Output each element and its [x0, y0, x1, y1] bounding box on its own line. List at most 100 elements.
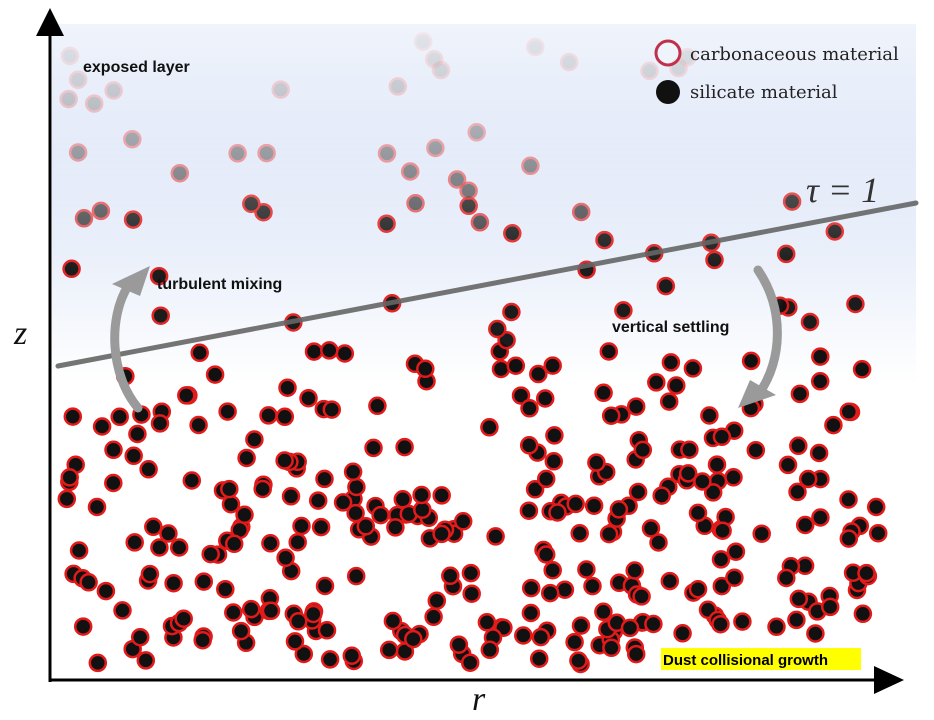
- dust-particle: [733, 612, 752, 631]
- dust-particle: [424, 607, 443, 627]
- axes: [36, 8, 904, 694]
- dust-particle: [320, 341, 339, 360]
- turbulent-mixing-arrow: [110, 266, 150, 413]
- dust-particle: [449, 635, 469, 654]
- dust-particle: [703, 483, 723, 502]
- dust-particle: [477, 613, 497, 632]
- dust-particle: [386, 518, 405, 537]
- dust-particle: [169, 538, 189, 557]
- dust-particle: [725, 568, 744, 587]
- dust-particle: [486, 527, 505, 546]
- dust-particle: [839, 402, 859, 421]
- dust-particle: [343, 462, 363, 482]
- dust-particle: [190, 343, 209, 363]
- legend-carbonaceous-label: carbonaceous material: [690, 44, 899, 65]
- dust-particle: [601, 406, 621, 425]
- dust-particle: [711, 614, 730, 634]
- dust-particle: [713, 521, 732, 540]
- dust-particle: [798, 469, 818, 489]
- dust-particle: [261, 601, 281, 621]
- dust-particle: [529, 364, 548, 384]
- dust-particle: [193, 630, 212, 650]
- dust-particle: [69, 541, 89, 560]
- legend-silicate-marker: [656, 80, 680, 104]
- dust-particle: [752, 524, 771, 543]
- dust-particle: [164, 573, 183, 593]
- dust-particle: [519, 501, 539, 520]
- dust-particle: [96, 581, 116, 601]
- dust-particle: [317, 621, 337, 640]
- dust-particle: [565, 632, 584, 652]
- dust-particle: [788, 482, 807, 502]
- dust-particle: [811, 347, 830, 366]
- dust-particle: [746, 440, 766, 460]
- dust-particle: [356, 517, 376, 536]
- dust-particle: [275, 407, 295, 427]
- dust-particle: [545, 426, 564, 445]
- dust-particle: [543, 560, 562, 580]
- dust-particle: [294, 644, 314, 664]
- dust-particle: [626, 397, 646, 416]
- dust-particle: [726, 542, 746, 561]
- dust-particle: [63, 407, 83, 426]
- dust-particle: [480, 640, 500, 660]
- dust-particle: [868, 523, 888, 543]
- dust-particle: [577, 560, 596, 579]
- dust-particle: [491, 359, 511, 379]
- dust-particle: [569, 651, 588, 670]
- dust-particle: [548, 503, 567, 522]
- dust-particle: [711, 550, 731, 569]
- dust-particle: [57, 489, 77, 509]
- dust-particle: [159, 524, 178, 543]
- dust-particle: [555, 580, 575, 599]
- dust-particle: [661, 353, 681, 372]
- dust-particle: [693, 472, 712, 491]
- dust-particle: [177, 386, 196, 405]
- z-axis-arrowhead: [36, 8, 64, 36]
- dust-particle: [128, 424, 147, 444]
- dust-particle: [678, 464, 698, 483]
- growth-label: Dust collisional growth: [663, 652, 828, 669]
- exposed-layer-label: exposed layer: [83, 59, 190, 76]
- dust-particle: [583, 576, 602, 596]
- dust-particle: [599, 524, 619, 544]
- dust-particle: [790, 384, 810, 404]
- dust-particle: [857, 563, 876, 583]
- dust-particle: [712, 576, 732, 596]
- dust-particle: [535, 389, 555, 408]
- dust-particle: [609, 500, 629, 519]
- dust-particle: [174, 609, 193, 628]
- dust-particle: [104, 440, 123, 460]
- dust-particle: [320, 650, 340, 669]
- z-axis-label: z: [13, 315, 27, 352]
- dust-particle: [777, 568, 796, 588]
- dust-particle: [789, 589, 809, 609]
- dust-particle: [767, 617, 786, 637]
- dust-particle: [144, 517, 163, 537]
- dust-particle: [789, 436, 808, 456]
- dust-particle: [587, 453, 606, 472]
- dust-particle: [543, 356, 562, 375]
- dust-particle: [220, 479, 239, 499]
- dust-particle: [599, 342, 619, 361]
- dust-particle: [683, 359, 703, 378]
- dust-particle: [680, 440, 699, 459]
- dust-particle: [787, 610, 806, 630]
- dust-particle: [852, 360, 872, 379]
- dust-particle: [811, 508, 830, 527]
- dust-particle: [633, 440, 653, 460]
- dust-particle: [441, 566, 460, 586]
- legend: carbonaceous material silicate material: [654, 39, 899, 104]
- dust-particle: [79, 573, 98, 592]
- dust-particle: [335, 344, 355, 363]
- r-axis-arrowhead: [874, 666, 904, 694]
- dust-particle: [368, 396, 387, 416]
- dust-particle: [104, 473, 123, 493]
- dust-particle: [778, 455, 798, 475]
- dust-particle: [224, 603, 243, 622]
- dust-particle: [846, 294, 865, 314]
- dust-particle: [281, 487, 301, 506]
- dust-particle: [304, 342, 324, 361]
- dust-particle: [461, 563, 481, 583]
